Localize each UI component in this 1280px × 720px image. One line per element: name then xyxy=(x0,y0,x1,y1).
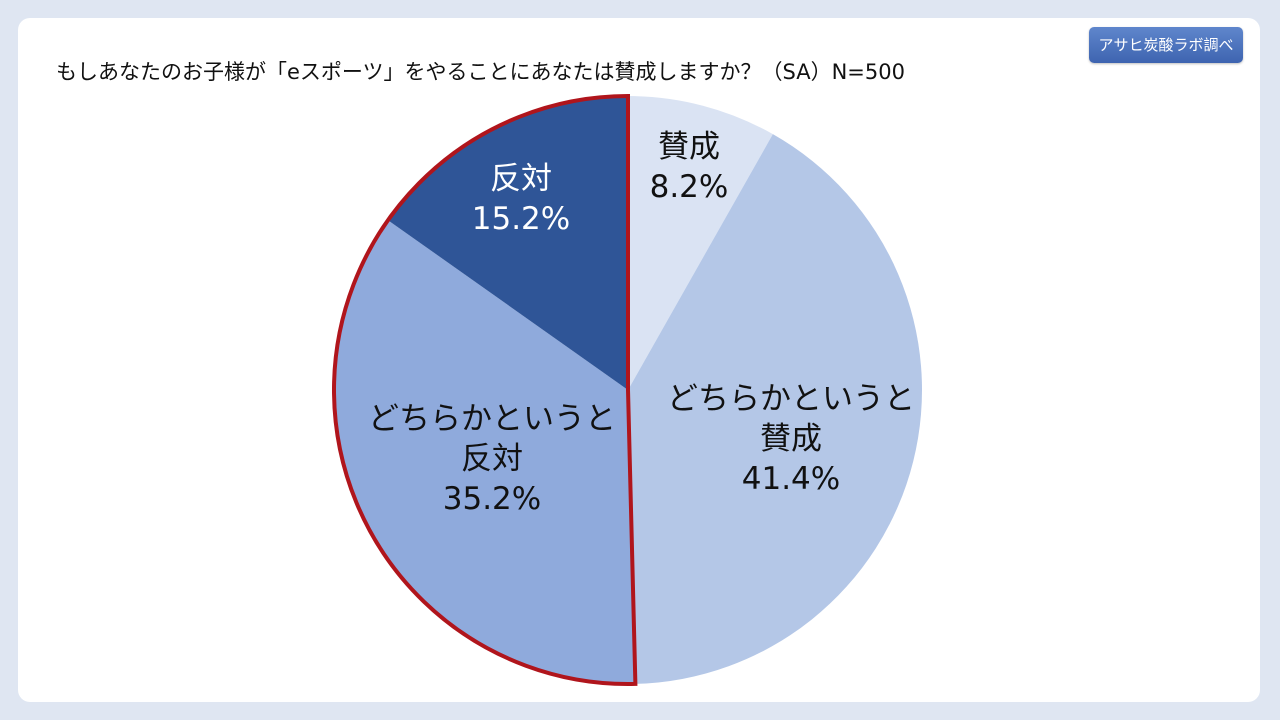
label-somewhat-disagree: どちらかというと反対 35.2% xyxy=(368,401,616,517)
chart-title: もしあなたのお子様が「eスポーツ」をやることにあなたは賛成しますか？（SA）N=… xyxy=(56,60,905,84)
slice-disagree xyxy=(387,95,628,391)
slice-agree xyxy=(628,96,773,390)
label-disagree: 反対 15.2% xyxy=(472,161,570,237)
slice-somewhat-agree xyxy=(628,134,922,684)
label-somewhat-agree: どちらかというと賛成 41.4% xyxy=(667,381,915,497)
source-badge: アサヒ炭酸ラボ調べ xyxy=(1089,27,1243,63)
slice-somewhat-disagree xyxy=(334,220,636,685)
highlight-outline xyxy=(332,93,638,686)
label-agree: 賛成 8.2% xyxy=(650,129,729,205)
